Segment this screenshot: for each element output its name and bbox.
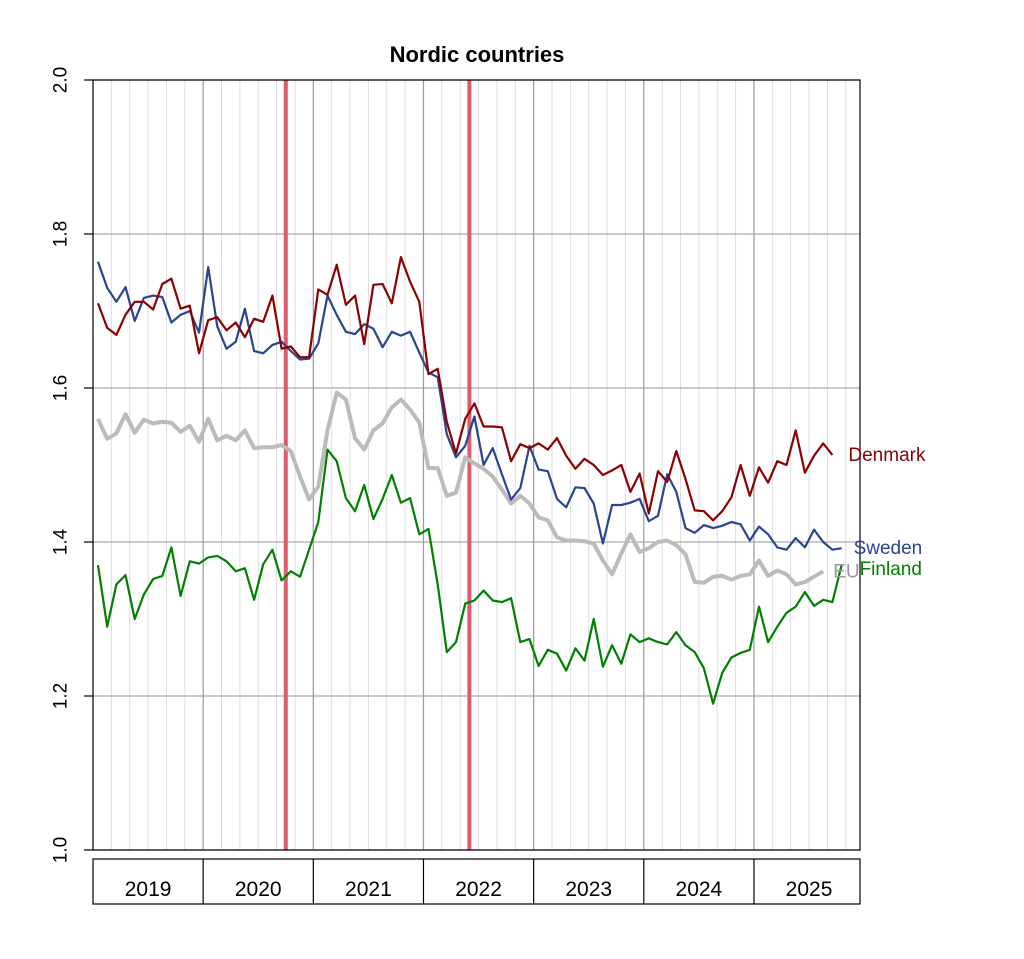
year-label: 2020 [235, 878, 282, 901]
y-tick-label: 1.4 [51, 528, 72, 555]
series-line-sweden [96, 261, 842, 551]
vertical-markers [283, 80, 472, 850]
y-tick-label: 1.0 [51, 837, 72, 863]
series-line-eu [96, 390, 825, 587]
year-label: 2022 [455, 878, 502, 901]
year-label: 2025 [786, 878, 833, 901]
grid-layer [93, 79, 860, 851]
series-label-finland: Finland [860, 559, 922, 580]
series-label-sweden: Sweden [854, 538, 923, 559]
y-tick-label: 2.0 [51, 67, 72, 93]
y-tick-label: 1.8 [51, 221, 72, 247]
series-label-eu: EU [833, 561, 859, 582]
series-line-denmark [96, 256, 834, 522]
plot-frame [92, 79, 861, 851]
y-tick-label: 1.6 [51, 375, 72, 401]
chart-title: Nordic countries [390, 42, 565, 67]
y-tick-label: 1.2 [51, 683, 72, 709]
y-axis: 1.0 1.2 1.4 1.6 1.8 2.0 [51, 67, 93, 863]
year-axis-box [92, 858, 861, 905]
year-label: 2023 [565, 878, 612, 901]
year-label: 2021 [345, 878, 392, 901]
year-axis: 2019 2020 2021 2022 2023 2024 2025 [125, 859, 833, 904]
series-line-finland [96, 448, 843, 705]
series-layer [96, 256, 843, 705]
year-label: 2024 [676, 878, 723, 901]
series-label-denmark: Denmark [848, 445, 926, 466]
year-label: 2019 [125, 878, 172, 901]
